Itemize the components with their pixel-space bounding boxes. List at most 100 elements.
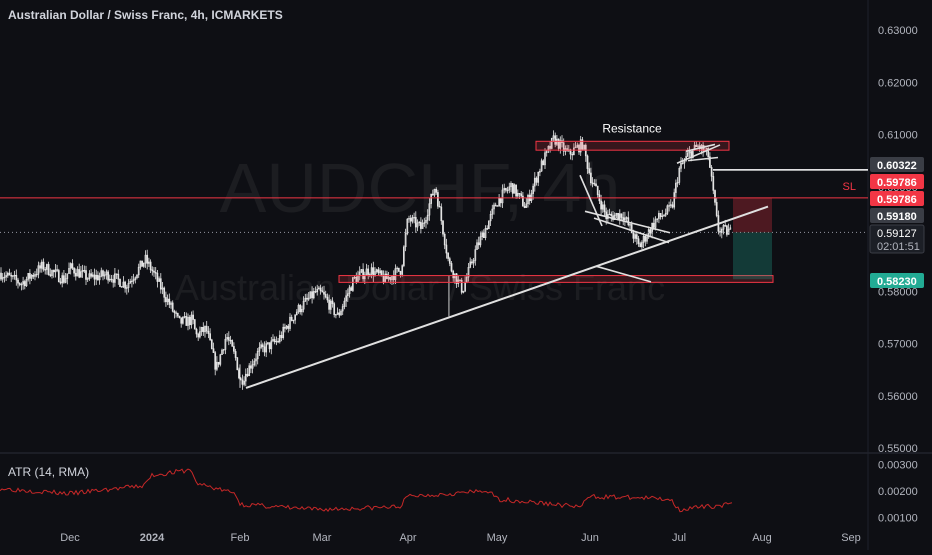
candle-body — [200, 326, 203, 332]
candle-body — [386, 273, 388, 280]
candle-body — [318, 287, 320, 290]
candle-body — [120, 286, 123, 288]
candle-body — [455, 273, 458, 284]
atr-axis[interactable]: 0.00300 0.00200 0.00100 — [878, 460, 918, 525]
price-tick-label: 0.56000 — [878, 391, 918, 403]
candle-body — [209, 333, 211, 341]
candle-body — [234, 351, 237, 358]
candle-body — [620, 213, 623, 218]
price-tag-label: 0.59786 — [877, 194, 917, 206]
candle-body — [459, 279, 461, 281]
candle-body — [418, 221, 421, 224]
candle-body — [47, 264, 50, 275]
candle-body — [617, 212, 619, 220]
candle-body — [605, 211, 608, 219]
candle-body — [518, 193, 521, 195]
candle-body — [59, 281, 62, 284]
candle-body — [554, 135, 557, 145]
candle-body — [406, 218, 409, 234]
candle-body — [134, 277, 137, 280]
candle-body — [29, 273, 31, 279]
candle-body — [290, 316, 293, 321]
candle-body — [452, 270, 455, 279]
price-tag — [870, 208, 924, 223]
time-tick-label: Jun — [581, 532, 599, 544]
candle-body — [469, 261, 472, 268]
candle-body — [396, 267, 398, 270]
candle-body — [707, 148, 710, 157]
candle-body — [557, 138, 560, 149]
price-tag-label: 0.59180 — [877, 211, 917, 223]
candle-body — [686, 152, 689, 157]
candle-body — [217, 361, 220, 365]
chart-title: Australian Dollar / Swiss Franc, 4h, ICM… — [8, 8, 283, 22]
candle-body — [377, 269, 380, 274]
candle-body — [341, 306, 344, 312]
candle-body — [601, 204, 604, 210]
time-tick-label: May — [487, 532, 508, 544]
candle-body — [336, 312, 339, 315]
candle-body — [6, 272, 9, 276]
candle-body — [193, 319, 196, 330]
candle-body — [425, 219, 427, 223]
candle-body — [482, 232, 485, 239]
candle-body — [675, 182, 677, 193]
candle-body — [486, 228, 489, 230]
price-tick-label: 0.55000 — [878, 443, 918, 455]
candle-body — [170, 302, 172, 305]
price-tag — [870, 157, 924, 172]
candle-body — [715, 202, 718, 216]
price-tick-label: 0.62000 — [878, 77, 918, 89]
candle-body — [173, 310, 176, 313]
candle-body — [236, 357, 239, 371]
candle-body — [596, 185, 599, 195]
candle-body — [532, 185, 534, 194]
candle-body — [0, 272, 2, 280]
candle-body — [90, 273, 92, 277]
candle-body — [416, 222, 419, 228]
candle-body — [726, 225, 728, 235]
candle-body — [241, 379, 244, 385]
candle-body — [98, 275, 101, 281]
candle-body — [251, 364, 254, 369]
candle-body — [338, 312, 341, 316]
candle-body — [102, 270, 104, 277]
candle-body — [255, 358, 257, 362]
candle-body — [199, 331, 201, 338]
candle-body — [549, 145, 551, 149]
candle-body — [149, 261, 152, 271]
candle-body — [258, 347, 261, 352]
candle-body — [246, 373, 249, 377]
time-tick-label: Aug — [752, 532, 772, 544]
candle-body — [37, 265, 40, 275]
time-axis[interactable]: Dec 2024 Feb Mar Apr May Jun Jul Aug Sep — [60, 532, 861, 544]
candle-body — [641, 242, 643, 248]
candle-body — [488, 220, 490, 230]
candle-body — [399, 270, 402, 275]
candle-body — [629, 224, 631, 226]
atr-line — [0, 468, 733, 513]
candle-body — [462, 290, 465, 293]
candle-body — [678, 168, 681, 183]
candle-body — [74, 272, 77, 277]
candle-body — [122, 281, 125, 288]
price-tick-label: 0.63000 — [878, 25, 918, 37]
candle-body — [15, 274, 18, 281]
candle-body — [530, 193, 533, 202]
candle-body — [22, 281, 24, 285]
price-tag — [870, 174, 924, 189]
candle-body — [571, 153, 574, 156]
candle-body — [515, 184, 517, 197]
candle-body — [32, 274, 35, 277]
candle-body — [720, 228, 723, 233]
candle-body — [433, 188, 436, 196]
candle-body — [426, 214, 429, 221]
candle-body — [491, 208, 494, 215]
candle-body — [709, 156, 711, 168]
candle-body — [125, 287, 128, 289]
candle-body — [268, 342, 271, 350]
candle-body — [69, 263, 72, 269]
pattern-line — [676, 144, 721, 164]
